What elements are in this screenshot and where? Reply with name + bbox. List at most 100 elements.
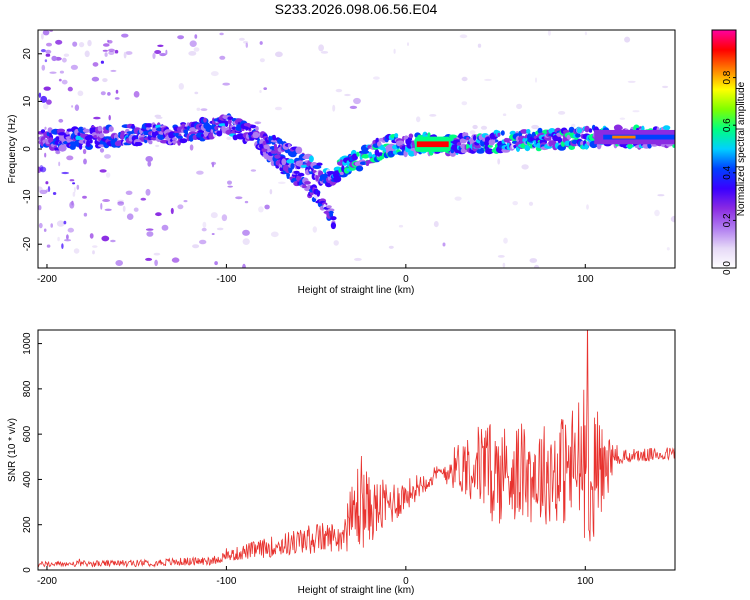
colorbar-tick-label: 0.2	[722, 213, 733, 227]
snr-x-tick-label: -200	[37, 576, 57, 587]
spectrogram-cell	[89, 233, 94, 239]
spectrogram-cell	[558, 111, 566, 115]
spectrogram-cell	[353, 97, 361, 105]
spectrogram-cell	[512, 201, 518, 206]
spectrogram-cell	[203, 117, 207, 123]
spectrogram-cell	[603, 134, 675, 140]
spectrogram-cell	[86, 140, 91, 148]
spectrogram-cell	[171, 257, 180, 263]
spectrogram-cell	[224, 120, 229, 127]
spectrogram-cell	[521, 164, 529, 170]
spectrogram-cell	[89, 139, 93, 144]
spectrogram-cell	[327, 208, 335, 212]
spectrogram-cell	[44, 152, 47, 158]
spectrogram-cell	[92, 250, 95, 255]
spectrogram-cell	[93, 116, 101, 120]
colorbar: 0.0 0.2 0.4 0.6 0.8 Normalized spectral ampl…	[711, 29, 747, 275]
spectrogram-cell	[63, 220, 67, 225]
spectrogram-cell	[102, 199, 110, 202]
spectrogram-cell	[79, 42, 85, 48]
spectrogram-cell	[216, 227, 224, 231]
spectrogram-cell	[211, 233, 215, 235]
spectrogram-cell	[318, 44, 324, 52]
spectrogram-cell	[588, 128, 593, 133]
spectrogram-cell	[670, 215, 675, 223]
spectrogram-cell	[672, 144, 675, 148]
spectrogram-heatmap	[38, 30, 675, 268]
spectrogram-x-tick-label: 0	[403, 274, 409, 285]
spectrogram-cell	[42, 30, 50, 36]
spectrogram-cell	[531, 124, 539, 130]
spectrogram-cell	[268, 135, 272, 142]
spectrogram-cell	[528, 201, 534, 206]
spectrogram-cell	[454, 196, 462, 201]
spectrogram-cell	[464, 132, 469, 137]
spectrogram-cell	[316, 190, 320, 197]
snr-x-tick-label: 0	[403, 576, 409, 587]
spectrogram-cell	[70, 64, 78, 70]
spectrogram-cell	[503, 237, 508, 244]
spectrogram-cell	[165, 49, 168, 55]
spectrogram-cell	[252, 131, 260, 139]
spectrogram-cell	[380, 144, 384, 151]
spectrogram-cell	[61, 171, 70, 175]
snr-y-tick-label: 200	[22, 516, 33, 533]
spectrogram-cell	[183, 200, 188, 203]
spectrogram-cell	[40, 49, 46, 53]
spectrogram-cell	[502, 113, 507, 116]
spectrogram-cell	[263, 144, 270, 150]
spectrogram-cell	[154, 50, 162, 54]
spectrogram-cell	[250, 124, 257, 129]
spectrogram-cell	[170, 207, 174, 215]
spectrogram-cell	[568, 126, 575, 133]
snr-y-tick-label: 800	[22, 380, 33, 397]
spectrogram-cell	[377, 141, 382, 147]
spectrogram-cell	[44, 126, 47, 130]
spectrogram-cell	[43, 228, 47, 232]
spectrogram-cell	[297, 172, 305, 177]
spectrogram-cell	[270, 231, 279, 238]
spectrogram-cell	[202, 221, 207, 228]
spectrogram-cell	[83, 212, 88, 217]
spectrogram-cell	[534, 264, 540, 268]
spectrogram-cell	[219, 119, 227, 125]
spectrogram-cell	[267, 156, 275, 162]
spectrogram-cell	[192, 244, 200, 249]
spectrogram-cell	[245, 42, 248, 48]
spectrogram-cell	[480, 125, 488, 130]
spectrogram-cell	[46, 99, 52, 105]
spectrogram-cell	[74, 104, 80, 111]
spectrogram-cell	[58, 78, 62, 82]
spectrogram-cell	[77, 132, 81, 137]
spectrogram-cell	[201, 227, 207, 232]
spectrogram-cell	[58, 118, 64, 123]
spectrogram-cell	[67, 227, 75, 233]
snr-panel: -200 -100 0 100 0 200 400 600 800 1000 Height of…	[7, 329, 676, 596]
spectrogram-cell	[125, 51, 133, 55]
spectrogram-cell	[239, 37, 245, 41]
spectrogram-cell	[196, 107, 201, 112]
spectrogram-cell	[57, 236, 60, 242]
spectrogram-plot-area	[38, 30, 675, 268]
spectrogram-cell	[270, 150, 276, 154]
spectrogram-cell	[408, 133, 414, 139]
spectrogram-cell	[584, 31, 588, 36]
spectrogram-cell	[466, 136, 470, 141]
spectrogram-cell	[316, 162, 323, 166]
spectrogram-cell	[235, 196, 243, 200]
spectrogram-cell	[330, 216, 337, 221]
spectrogram-cell	[120, 132, 125, 140]
spectrogram-cell	[135, 142, 143, 146]
spectrogram-cell	[67, 86, 73, 92]
spectrogram-cell	[147, 161, 152, 167]
spectrogram-cell	[97, 125, 103, 132]
spectrogram-cell	[179, 138, 188, 144]
spectrogram-y-tick-label: 0	[22, 146, 33, 152]
spectrogram-cell	[100, 202, 103, 210]
spectrogram-cell	[524, 145, 531, 152]
spectrogram-cell	[115, 89, 119, 94]
spectrogram-cell	[429, 114, 437, 117]
spectrogram-cell	[502, 262, 506, 268]
